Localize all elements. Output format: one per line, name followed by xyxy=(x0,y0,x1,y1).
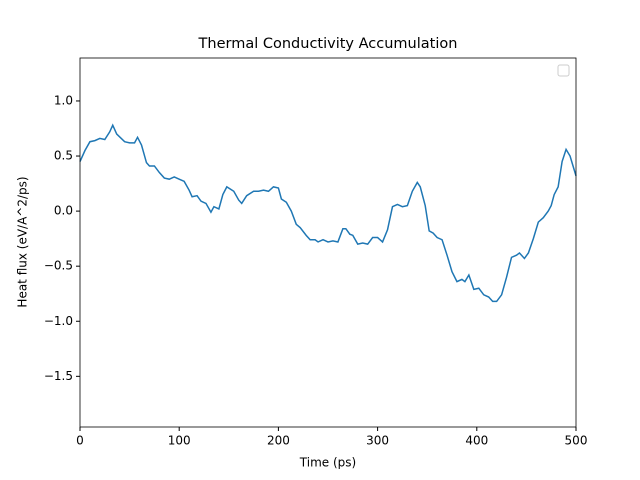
x-tick-label: 100 xyxy=(168,434,191,448)
y-tick-label: −1.0 xyxy=(44,314,73,328)
y-tick-label: 0.0 xyxy=(54,204,73,218)
y-tick-label: −1.5 xyxy=(44,369,73,383)
y-tick-label: 0.5 xyxy=(54,149,73,163)
plot-frame xyxy=(79,57,577,428)
x-tick-label: 400 xyxy=(465,434,488,448)
y-tick-label: 1.0 xyxy=(54,93,73,107)
x-tick-label: 300 xyxy=(366,434,389,448)
chart-title: Thermal Conductivity Accumulation xyxy=(198,36,458,52)
y-tick-label: −0.5 xyxy=(44,259,73,273)
x-tick-label: 200 xyxy=(267,434,290,448)
x-axis-label: Time (ps) xyxy=(299,456,356,470)
y-axis-label: Heat flux (eV/A^2/ps) xyxy=(16,176,30,307)
legend xyxy=(557,64,570,77)
x-tick-label: 0 xyxy=(76,434,84,448)
x-tick-label: 500 xyxy=(565,434,588,448)
line-series xyxy=(79,123,577,303)
